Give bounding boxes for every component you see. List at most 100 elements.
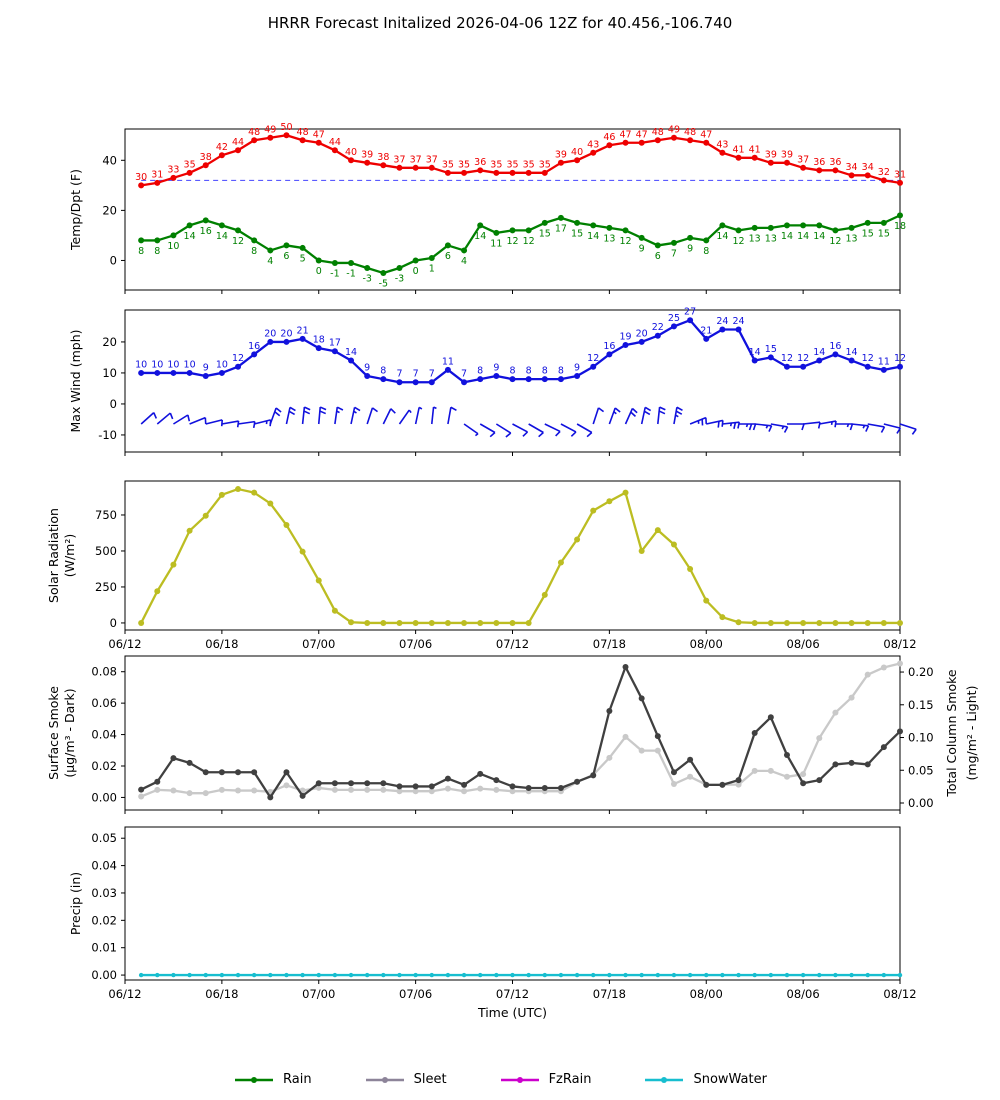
- dewpoint_F-marker: [751, 224, 758, 231]
- wind-barbs: [140, 406, 917, 438]
- snow_water_in-marker: [332, 972, 338, 978]
- dewpoint_F-value-label: 13: [603, 233, 615, 244]
- snow_water_in-marker: [381, 972, 386, 978]
- rain-line-swatch: [235, 1076, 274, 1083]
- temperature_F-marker: [670, 134, 677, 141]
- max_wind_mph-value-label: 27: [684, 307, 696, 318]
- temperature_F-value-label: 39: [765, 149, 777, 160]
- surface_smoke_ugm3-marker: [541, 785, 548, 791]
- temperature_F-marker: [638, 139, 645, 146]
- temperature_F-marker: [525, 169, 532, 176]
- solar_radiation_wm2-marker: [170, 561, 177, 568]
- xtick-label: 07/06: [399, 987, 432, 1001]
- total_column_smoke_mgm2-marker: [816, 735, 823, 742]
- xtick-label: 08/12: [883, 987, 916, 1001]
- ytick-label: 0.03: [91, 886, 117, 900]
- solar_radiation_wm2-marker: [622, 489, 629, 496]
- dewpoint_F-value-label: 7: [671, 248, 677, 259]
- surface_smoke_ugm3-marker: [186, 759, 193, 766]
- dewpoint_F-marker: [880, 219, 887, 226]
- max_wind_mph-marker: [622, 342, 629, 349]
- snow_water_in-marker: [736, 972, 741, 978]
- temperature_F-value-label: 37: [797, 154, 809, 165]
- temperature_F-value-label: 36: [829, 157, 841, 168]
- temperature_F-marker: [412, 164, 419, 171]
- snow_water_in-marker: [429, 972, 434, 978]
- subplot-precip: 0.00 0.01 0.02 0.03 0.04 0.05 06/12 06/18 07/00 0…: [68, 826, 917, 1020]
- dewpoint_F-marker: [186, 222, 193, 229]
- snow_water_in-marker: [704, 972, 709, 978]
- dewpoint_F-value-label: 14: [813, 231, 825, 242]
- solar_radiation_wm2-marker: [800, 619, 807, 626]
- max_wind_mph-value-label: 8: [542, 366, 548, 377]
- solar_radiation_wm2-marker: [816, 619, 823, 626]
- solar_radiation_wm2-marker: [396, 619, 403, 626]
- temperature_F-value-label: 30: [135, 172, 147, 183]
- solar_radiation_wm2-marker: [461, 619, 468, 626]
- solar_radiation_wm2-marker: [848, 619, 855, 626]
- solar_radiation_wm2-marker: [735, 619, 742, 626]
- ytick-label: 0.01: [91, 941, 117, 955]
- max_wind_mph-value-label: 12: [894, 353, 906, 364]
- dewpoint_F-value-label: 14: [716, 231, 728, 242]
- solar_radiation_wm2-marker: [751, 619, 758, 626]
- dewpoint_F-value-label: 8: [138, 246, 144, 257]
- dewpoint_F-marker: [412, 257, 419, 264]
- total_column_smoke_mgm2-marker: [396, 788, 403, 795]
- plot-frame: [124, 480, 901, 631]
- max_wind_mph-marker: [154, 369, 161, 376]
- dewpoint_F-value-label: 11: [490, 238, 502, 249]
- temperature_F-value-label: 48: [652, 127, 664, 138]
- solar_radiation_wm2-marker: [412, 619, 419, 626]
- dewpoint_F-value-label: -1: [330, 268, 339, 279]
- solar_radiation_wm2-marker: [897, 619, 903, 626]
- y-axis-title: Temp/Dpt (F): [68, 169, 83, 251]
- temperature_F-marker: [848, 172, 855, 179]
- dewpoint_F-marker: [202, 217, 209, 224]
- snow_water_in-marker: [348, 972, 354, 978]
- dewpoint_F-value-label: 4: [461, 256, 467, 267]
- temperature_F-value-label: 40: [571, 147, 583, 158]
- max_wind_mph-marker: [670, 323, 677, 330]
- surface_smoke_ugm3-marker: [251, 769, 258, 776]
- solar_radiation_wm2-marker: [864, 619, 871, 626]
- total_column_smoke_mgm2-marker: [735, 781, 742, 788]
- max_wind_mph-value-label: 12: [797, 353, 809, 364]
- max_wind_mph-value-label: 16: [248, 341, 260, 352]
- max_wind_mph-value-label: 20: [280, 328, 292, 339]
- x-axis-title: Time (UTC): [477, 1005, 547, 1020]
- y-axis-title-units: (W/m²): [62, 534, 77, 578]
- solar_radiation_wm2-marker: [557, 559, 564, 566]
- temperature_F-marker: [218, 152, 225, 159]
- max_wind_mph-marker: [783, 363, 790, 370]
- temperature_F-marker: [396, 164, 403, 171]
- dewpoint_F-marker: [235, 227, 242, 234]
- dewpoint_F-value-label: 14: [216, 231, 228, 242]
- surface_smoke_ugm3-marker: [735, 777, 742, 784]
- surface_smoke_ugm3-marker: [283, 769, 290, 776]
- total_column_smoke_mgm2-marker: [493, 786, 500, 793]
- max_wind_mph-value-label: 14: [345, 347, 357, 358]
- max_wind_mph-marker: [590, 363, 597, 370]
- temperature_F-value-label: 42: [216, 142, 228, 153]
- temperature_F-value-label: 37: [410, 154, 422, 165]
- surface_smoke_ugm3-marker: [315, 780, 322, 787]
- xtick-label: 06/18: [205, 987, 238, 1001]
- snow_water_in-marker: [817, 972, 822, 978]
- legend-item-snowwater: SnowWater: [643, 1072, 767, 1087]
- max_wind_mph-marker: [412, 379, 419, 386]
- legend-label-fzrain: FzRain: [548, 1072, 592, 1087]
- temperature_F-marker: [444, 169, 451, 176]
- max_wind_mph-value-label: 7: [461, 369, 467, 380]
- y-axis-title: Surface Smoke: [46, 686, 61, 780]
- legend-label-snowwater: SnowWater: [693, 1072, 767, 1087]
- dewpoint_F-marker: [783, 222, 790, 229]
- surface_smoke_ugm3-marker: [493, 777, 500, 784]
- surface_smoke_ugm3-marker: [622, 664, 629, 670]
- temperature_F-marker: [622, 139, 629, 146]
- y-axis-title: Max Wind (mph): [68, 330, 83, 433]
- max_wind_mph-marker: [251, 351, 258, 358]
- total_column_smoke_mgm2-marker: [412, 788, 419, 795]
